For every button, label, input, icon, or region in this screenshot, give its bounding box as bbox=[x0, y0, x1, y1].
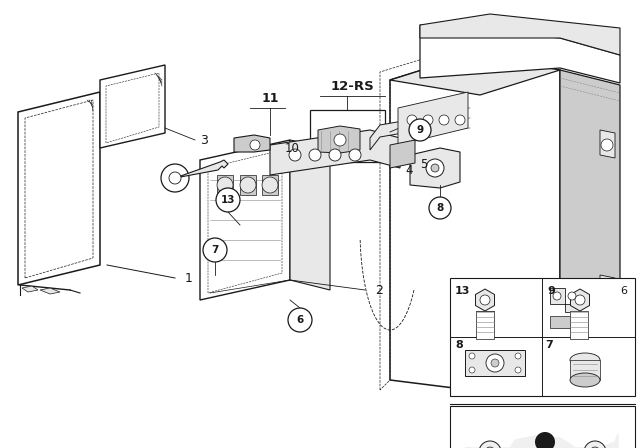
Text: 4: 4 bbox=[405, 164, 413, 177]
Circle shape bbox=[409, 119, 431, 141]
Polygon shape bbox=[510, 436, 575, 448]
Text: 10: 10 bbox=[285, 142, 300, 155]
Text: 13: 13 bbox=[221, 195, 236, 205]
Circle shape bbox=[217, 177, 233, 193]
Polygon shape bbox=[600, 130, 615, 158]
Circle shape bbox=[429, 197, 451, 219]
Polygon shape bbox=[240, 175, 256, 195]
Circle shape bbox=[439, 115, 449, 125]
Polygon shape bbox=[550, 288, 580, 312]
Bar bbox=[570, 311, 588, 339]
Polygon shape bbox=[200, 140, 290, 300]
Bar bbox=[476, 311, 494, 339]
Text: 1: 1 bbox=[185, 271, 193, 284]
Circle shape bbox=[431, 164, 439, 172]
Ellipse shape bbox=[570, 373, 600, 387]
Text: 11: 11 bbox=[261, 91, 279, 104]
Polygon shape bbox=[420, 14, 620, 55]
Circle shape bbox=[423, 115, 433, 125]
Bar bbox=[310, 110, 385, 162]
Ellipse shape bbox=[570, 353, 600, 367]
Circle shape bbox=[289, 149, 301, 161]
Polygon shape bbox=[18, 92, 100, 285]
Circle shape bbox=[349, 149, 361, 161]
Text: 8: 8 bbox=[436, 203, 444, 213]
Circle shape bbox=[250, 140, 260, 150]
Circle shape bbox=[486, 354, 504, 372]
Polygon shape bbox=[40, 288, 60, 294]
Text: 3: 3 bbox=[200, 134, 208, 146]
Circle shape bbox=[329, 149, 341, 161]
Circle shape bbox=[491, 359, 499, 367]
Polygon shape bbox=[465, 434, 618, 448]
Circle shape bbox=[584, 441, 606, 448]
Circle shape bbox=[469, 367, 475, 373]
Polygon shape bbox=[22, 286, 38, 292]
Circle shape bbox=[568, 292, 576, 300]
Text: 8: 8 bbox=[455, 340, 463, 350]
Text: 5: 5 bbox=[420, 159, 428, 172]
Polygon shape bbox=[318, 126, 360, 153]
Polygon shape bbox=[370, 118, 420, 150]
Bar bbox=[570, 360, 600, 380]
Circle shape bbox=[601, 139, 613, 151]
Circle shape bbox=[455, 115, 465, 125]
Circle shape bbox=[553, 292, 561, 300]
Polygon shape bbox=[476, 289, 495, 311]
Polygon shape bbox=[262, 175, 278, 195]
Text: 2: 2 bbox=[375, 284, 383, 297]
Polygon shape bbox=[570, 289, 589, 311]
Polygon shape bbox=[398, 92, 468, 145]
Circle shape bbox=[203, 238, 227, 262]
Polygon shape bbox=[390, 55, 560, 95]
Circle shape bbox=[575, 295, 585, 305]
Text: 6: 6 bbox=[620, 286, 627, 296]
Circle shape bbox=[515, 353, 521, 359]
Circle shape bbox=[240, 177, 256, 193]
Circle shape bbox=[161, 164, 189, 192]
Polygon shape bbox=[270, 130, 400, 175]
Bar bbox=[450, 278, 635, 396]
Polygon shape bbox=[560, 70, 620, 380]
Text: 9: 9 bbox=[417, 125, 424, 135]
Circle shape bbox=[515, 367, 521, 373]
Circle shape bbox=[169, 172, 181, 184]
Text: 9: 9 bbox=[547, 286, 555, 296]
Circle shape bbox=[288, 308, 312, 332]
Polygon shape bbox=[217, 175, 233, 195]
Polygon shape bbox=[465, 350, 525, 376]
Circle shape bbox=[469, 353, 475, 359]
Text: 7: 7 bbox=[545, 340, 553, 350]
Text: 12-RS: 12-RS bbox=[330, 79, 374, 92]
Circle shape bbox=[426, 159, 444, 177]
Circle shape bbox=[480, 295, 490, 305]
Circle shape bbox=[262, 177, 278, 193]
Bar bbox=[450, 406, 635, 448]
Circle shape bbox=[309, 149, 321, 161]
Circle shape bbox=[535, 432, 555, 448]
Polygon shape bbox=[234, 135, 270, 152]
Circle shape bbox=[485, 447, 495, 448]
Circle shape bbox=[334, 134, 346, 146]
Polygon shape bbox=[410, 148, 460, 188]
Circle shape bbox=[407, 115, 417, 125]
Text: 6: 6 bbox=[296, 315, 303, 325]
Polygon shape bbox=[600, 275, 615, 303]
Circle shape bbox=[479, 441, 501, 448]
Polygon shape bbox=[390, 55, 560, 390]
Text: 7: 7 bbox=[211, 245, 219, 255]
Polygon shape bbox=[175, 160, 228, 178]
Polygon shape bbox=[420, 25, 620, 83]
Polygon shape bbox=[100, 65, 165, 148]
Polygon shape bbox=[290, 140, 330, 290]
Text: 13: 13 bbox=[455, 286, 470, 296]
Polygon shape bbox=[550, 316, 575, 328]
Circle shape bbox=[590, 447, 600, 448]
Polygon shape bbox=[390, 140, 415, 168]
Circle shape bbox=[216, 188, 240, 212]
